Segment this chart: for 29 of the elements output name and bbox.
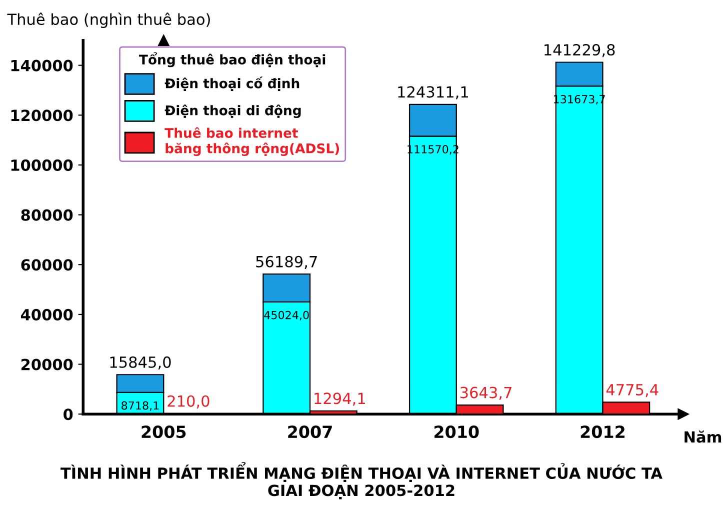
y-tick-label: 140000 xyxy=(11,60,73,72)
y-tick-label: 40000 xyxy=(20,308,73,320)
x-tick-label: 2012 xyxy=(580,426,624,438)
y-tick-label: 120000 xyxy=(11,110,73,122)
data-label: 4775,4 xyxy=(606,384,658,398)
x-tick-label: 2010 xyxy=(434,426,479,438)
total-label: 56189,7 xyxy=(256,256,317,269)
y-tick-label: 0 xyxy=(64,408,73,420)
legend-label: Điện thoại cố định xyxy=(164,76,300,91)
y-axis-title: Thuê bao (nghìn thuê bao) xyxy=(7,12,210,28)
total-label: 15845,0 xyxy=(110,356,171,370)
data-label: 3643,7 xyxy=(460,386,512,400)
y-tick-label: 20000 xyxy=(21,358,73,370)
legend-label: Thuê bao internet băng thông rộng(ADSL) xyxy=(164,127,339,156)
x-tick-label: 2005 xyxy=(142,426,186,438)
data-label: 8718,1 xyxy=(122,401,159,411)
x-tick-label: 2007 xyxy=(288,426,332,438)
legend-title: Tổng thuê bao điện thoại xyxy=(139,52,326,68)
y-tick-label: 80000 xyxy=(21,209,73,221)
total-label: 124311,1 xyxy=(398,86,468,100)
x-axis-title: Năm xyxy=(684,430,722,443)
y-tick-label: 60000 xyxy=(21,259,73,271)
total-label: 141229,8 xyxy=(544,44,615,58)
y-tick-label: 100000 xyxy=(11,159,73,171)
data-label: 45024,0 xyxy=(264,310,309,320)
text: TÌNH HÌNH PHÁT TRIỂN MẠNG ĐIỆN THOẠI VÀ INTERNET CỦA NƯỚC TA GIAI ĐOẠN 2005-2012 xyxy=(60,462,662,500)
data-label: 1294,1 xyxy=(314,392,365,406)
legend-label: Điện thoại di động xyxy=(164,104,301,118)
data-label: 210,0 xyxy=(168,395,210,408)
